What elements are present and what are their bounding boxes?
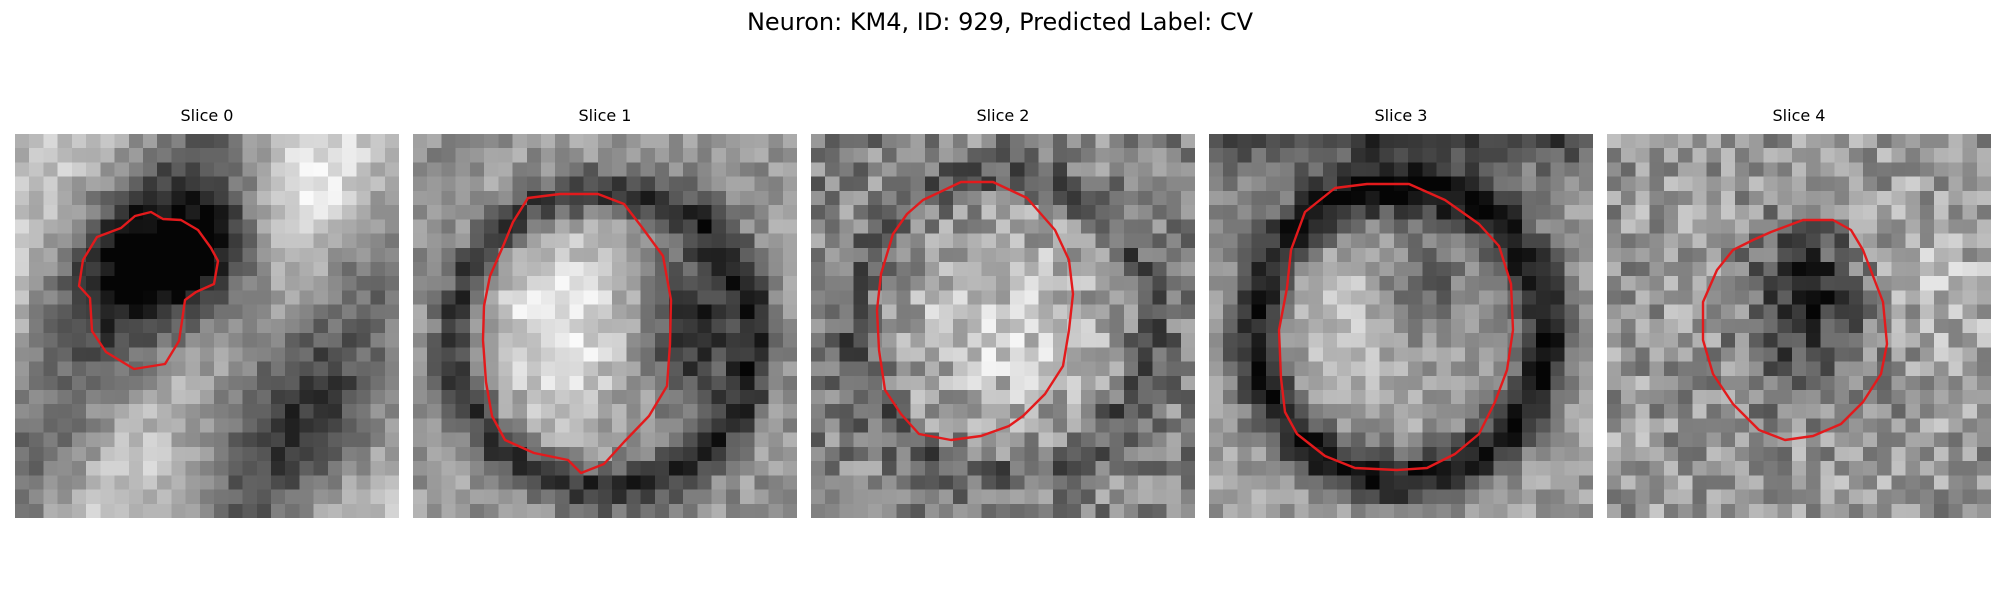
panel-title: Slice 4 [1607, 106, 1991, 126]
contour-outline [877, 182, 1073, 440]
contour-outline [1703, 220, 1887, 440]
contour-outline [483, 194, 671, 473]
panel-title: Slice 1 [413, 106, 797, 126]
panel-title: Slice 0 [15, 106, 399, 126]
cell-contour [1209, 134, 1593, 518]
panel-slice-2: Slice 2 [811, 106, 1195, 126]
cell-contour [1607, 134, 1991, 518]
contour-outline [79, 212, 218, 369]
panel-slice-0: Slice 0 [15, 106, 399, 126]
cell-contour [811, 134, 1195, 518]
panel-slice-3: Slice 3 [1209, 106, 1593, 126]
panel-title: Slice 3 [1209, 106, 1593, 126]
panel-slice-4: Slice 4 [1607, 106, 1991, 126]
figure-title: Neuron: KM4, ID: 929, Predicted Label: C… [0, 6, 2000, 38]
cell-contour [413, 134, 797, 518]
panel-title: Slice 2 [811, 106, 1195, 126]
panel-slice-1: Slice 1 [413, 106, 797, 126]
contour-outline [1279, 184, 1513, 470]
cell-contour [15, 134, 399, 518]
